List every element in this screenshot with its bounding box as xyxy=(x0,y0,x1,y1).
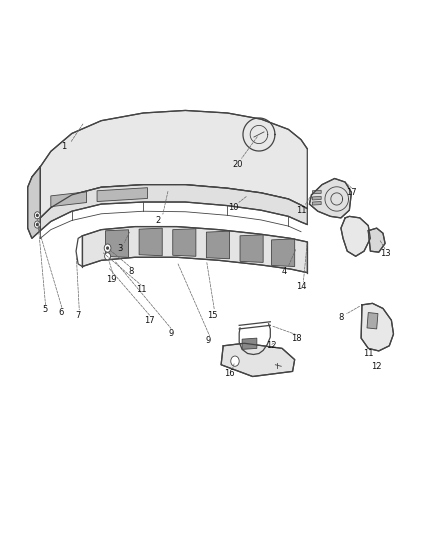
Polygon shape xyxy=(309,179,351,218)
Circle shape xyxy=(35,212,40,219)
Text: 9: 9 xyxy=(206,336,211,345)
Polygon shape xyxy=(139,228,162,256)
Polygon shape xyxy=(97,188,148,201)
Text: 4: 4 xyxy=(282,267,287,276)
Text: 1: 1 xyxy=(61,142,66,151)
Text: 10: 10 xyxy=(229,203,239,212)
Text: 19: 19 xyxy=(106,275,117,284)
Text: 12: 12 xyxy=(371,362,382,371)
Polygon shape xyxy=(361,303,393,351)
Polygon shape xyxy=(368,228,385,252)
Polygon shape xyxy=(28,167,40,238)
Text: 16: 16 xyxy=(224,369,235,378)
Circle shape xyxy=(231,356,239,366)
Polygon shape xyxy=(240,235,263,262)
Text: 11: 11 xyxy=(296,206,306,215)
Circle shape xyxy=(107,247,109,249)
Circle shape xyxy=(36,214,38,216)
Polygon shape xyxy=(173,229,196,256)
Text: 15: 15 xyxy=(208,311,218,320)
Circle shape xyxy=(104,244,111,252)
Polygon shape xyxy=(221,343,295,376)
Text: 11: 11 xyxy=(136,285,146,294)
Polygon shape xyxy=(106,230,129,257)
Text: 3: 3 xyxy=(117,244,123,253)
Polygon shape xyxy=(341,216,371,256)
Text: 2: 2 xyxy=(155,216,161,225)
Polygon shape xyxy=(312,201,321,205)
Polygon shape xyxy=(51,192,87,207)
Text: 11: 11 xyxy=(363,349,374,358)
Text: 12: 12 xyxy=(266,341,277,350)
Polygon shape xyxy=(312,196,321,200)
Text: 7: 7 xyxy=(75,311,81,320)
Circle shape xyxy=(35,221,40,228)
Polygon shape xyxy=(32,167,40,228)
Text: 18: 18 xyxy=(291,334,302,343)
Polygon shape xyxy=(272,239,295,266)
Text: 6: 6 xyxy=(59,308,64,317)
Circle shape xyxy=(105,253,110,260)
Text: 20: 20 xyxy=(233,160,243,168)
Text: 9: 9 xyxy=(168,328,173,337)
Text: 8: 8 xyxy=(128,267,134,276)
Polygon shape xyxy=(40,184,307,231)
Polygon shape xyxy=(40,110,307,218)
Text: 17: 17 xyxy=(346,188,357,197)
Text: 14: 14 xyxy=(296,282,306,292)
Circle shape xyxy=(36,223,38,225)
Polygon shape xyxy=(206,231,230,259)
Text: 13: 13 xyxy=(380,249,390,258)
Polygon shape xyxy=(312,190,321,194)
Polygon shape xyxy=(367,312,378,329)
Text: 17: 17 xyxy=(144,316,155,325)
Polygon shape xyxy=(82,227,307,273)
Text: 8: 8 xyxy=(338,313,344,322)
Text: 5: 5 xyxy=(42,305,47,314)
Polygon shape xyxy=(242,338,257,350)
